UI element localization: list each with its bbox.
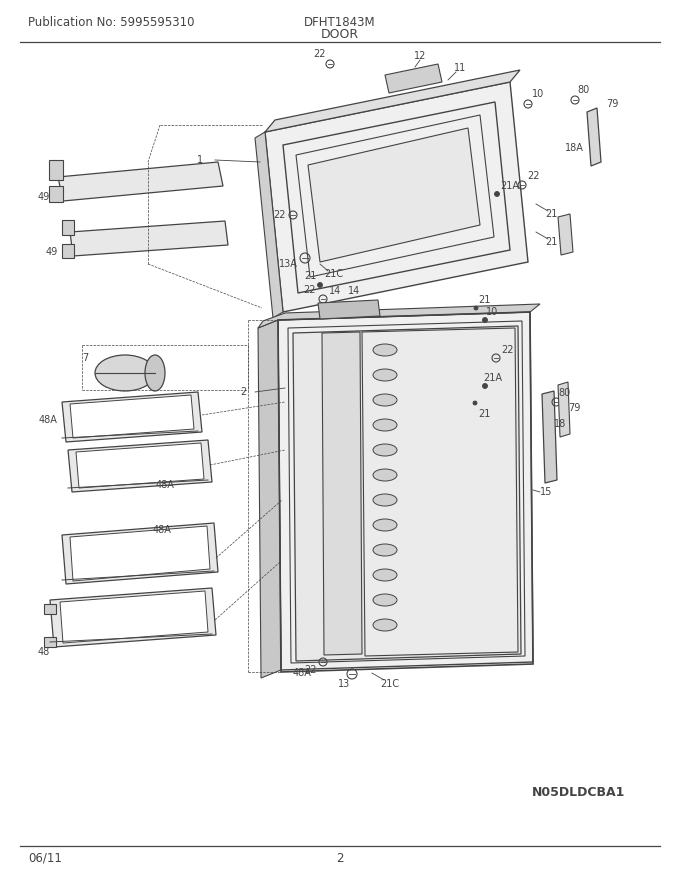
Text: 21: 21 (545, 237, 557, 247)
Text: 80: 80 (559, 388, 571, 398)
Text: Publication No: 5995595310: Publication No: 5995595310 (28, 16, 194, 28)
Ellipse shape (473, 401, 477, 405)
Text: 49: 49 (46, 247, 58, 257)
Text: 21: 21 (304, 271, 316, 281)
Text: 21A: 21A (500, 181, 520, 191)
Polygon shape (265, 82, 528, 312)
Text: 79: 79 (568, 403, 580, 413)
Ellipse shape (373, 544, 397, 556)
Polygon shape (265, 70, 520, 132)
Polygon shape (70, 526, 210, 581)
Polygon shape (308, 128, 480, 262)
Text: 13A: 13A (279, 259, 297, 269)
Text: 22: 22 (304, 285, 316, 295)
Text: 48A: 48A (152, 525, 171, 535)
Text: 11: 11 (454, 63, 466, 73)
Text: 06/11: 06/11 (28, 852, 62, 864)
Text: DOOR: DOOR (321, 27, 359, 40)
Polygon shape (255, 132, 283, 318)
Text: 22: 22 (313, 49, 326, 59)
Text: 80: 80 (578, 85, 590, 95)
Ellipse shape (373, 569, 397, 581)
Text: 48A: 48A (39, 415, 57, 425)
Text: 13: 13 (338, 679, 350, 689)
Polygon shape (70, 221, 228, 256)
Text: 22: 22 (502, 345, 514, 355)
Ellipse shape (373, 619, 397, 631)
Text: 21A: 21A (483, 373, 503, 383)
Polygon shape (70, 395, 194, 438)
Text: 14: 14 (348, 286, 360, 296)
Ellipse shape (483, 318, 488, 322)
Ellipse shape (373, 444, 397, 456)
Text: 15: 15 (540, 487, 552, 497)
Text: 10: 10 (486, 307, 498, 317)
Polygon shape (362, 328, 518, 656)
Polygon shape (50, 588, 216, 647)
Ellipse shape (483, 384, 488, 388)
Polygon shape (587, 108, 601, 166)
Polygon shape (58, 162, 223, 201)
Polygon shape (293, 326, 521, 661)
Polygon shape (49, 186, 63, 202)
Text: 79: 79 (606, 99, 618, 109)
Text: 48A: 48A (292, 668, 311, 678)
Polygon shape (62, 220, 74, 235)
Ellipse shape (95, 355, 155, 391)
Polygon shape (278, 312, 533, 670)
Ellipse shape (494, 192, 500, 196)
Ellipse shape (373, 419, 397, 431)
Polygon shape (76, 443, 204, 488)
Polygon shape (258, 304, 540, 328)
Polygon shape (558, 214, 573, 255)
Text: N05DLDCBA1: N05DLDCBA1 (532, 786, 625, 798)
Polygon shape (68, 440, 212, 492)
Polygon shape (44, 604, 56, 614)
Polygon shape (322, 332, 362, 655)
Polygon shape (62, 523, 218, 584)
Polygon shape (318, 300, 380, 319)
Polygon shape (558, 382, 570, 437)
Text: 22: 22 (274, 210, 286, 220)
Text: 18: 18 (554, 419, 566, 429)
Text: 1: 1 (197, 155, 203, 165)
Text: 21C: 21C (324, 269, 343, 279)
Ellipse shape (474, 306, 478, 310)
Ellipse shape (318, 282, 322, 288)
Ellipse shape (373, 494, 397, 506)
Text: 22: 22 (528, 171, 540, 181)
Ellipse shape (373, 469, 397, 481)
Text: 21: 21 (478, 295, 490, 305)
Polygon shape (44, 637, 56, 647)
Text: 21C: 21C (380, 679, 400, 689)
Text: 21: 21 (545, 209, 557, 219)
Text: DFHT1843M: DFHT1843M (304, 16, 376, 28)
Text: 10: 10 (532, 89, 544, 99)
Text: 2: 2 (240, 387, 246, 397)
Text: 12: 12 (414, 51, 426, 61)
Polygon shape (49, 160, 63, 180)
Text: 2: 2 (336, 852, 344, 864)
Text: 48A: 48A (156, 480, 175, 490)
Text: 14: 14 (329, 286, 341, 296)
Ellipse shape (373, 394, 397, 406)
Ellipse shape (373, 344, 397, 356)
Text: 18A: 18A (564, 143, 583, 153)
Ellipse shape (373, 519, 397, 531)
Ellipse shape (145, 355, 165, 391)
Polygon shape (62, 392, 202, 442)
Polygon shape (258, 320, 281, 678)
Text: 21: 21 (478, 409, 490, 419)
Polygon shape (542, 391, 557, 483)
Text: 7: 7 (82, 353, 88, 363)
Ellipse shape (373, 594, 397, 606)
Text: 49: 49 (38, 192, 50, 202)
Polygon shape (62, 244, 74, 258)
Polygon shape (60, 591, 208, 643)
Text: 48: 48 (38, 647, 50, 657)
Text: 22: 22 (305, 665, 318, 675)
Ellipse shape (373, 369, 397, 381)
Polygon shape (385, 64, 442, 93)
